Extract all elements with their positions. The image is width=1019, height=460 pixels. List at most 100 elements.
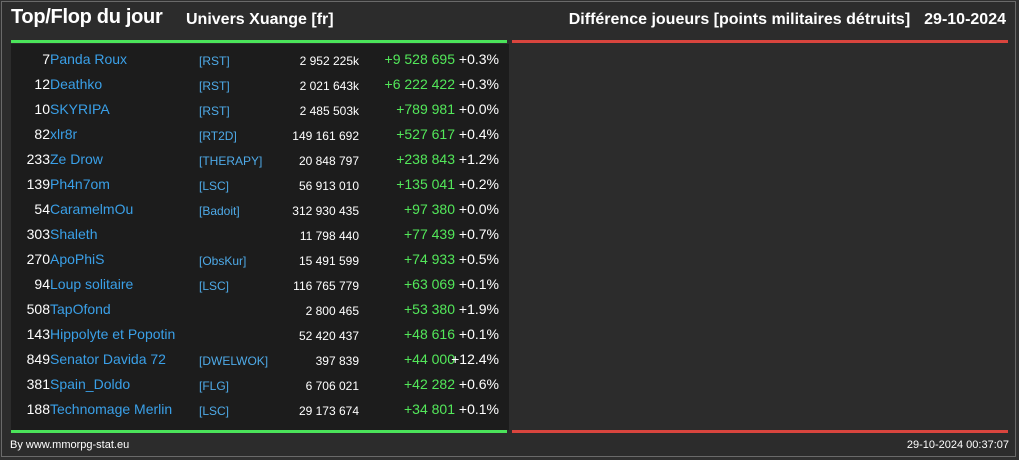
player-name-link[interactable]: xlr8r xyxy=(50,126,78,142)
alliance-tag-link[interactable]: [Badoit] xyxy=(199,204,240,218)
percent-change: +0.1% xyxy=(458,401,499,417)
percent-change: +0.5% xyxy=(458,251,499,267)
player-points: 52 420 437 xyxy=(298,329,359,343)
page-title: Top/Flop du jour xyxy=(11,6,163,28)
player-rank: 849 xyxy=(26,351,50,367)
player-name-link[interactable]: Ph4n7om xyxy=(50,176,110,192)
top-line-loss xyxy=(512,40,1008,43)
metric-header: Différence joueurs [points militaires dé… xyxy=(569,11,1006,29)
points-difference: +9 528 695 xyxy=(384,51,455,67)
table-row: 303 Shaleth 11 798 440 +77 439 +0.7% xyxy=(11,222,509,247)
alliance-tag-link[interactable]: [LSC] xyxy=(199,179,230,193)
player-name-link[interactable]: SKYRIPA xyxy=(50,101,110,117)
player-rank: 270 xyxy=(26,251,50,267)
player-points: 397 839 xyxy=(315,354,359,368)
percent-change: +0.1% xyxy=(458,276,499,292)
player-rank: 94 xyxy=(34,276,50,292)
table-row: 12 Deathko [RST] 2 021 643k +6 222 422 +0.3% xyxy=(11,72,509,97)
alliance-tag-link[interactable]: [DWELWOK] xyxy=(199,354,269,368)
table-row: 381 Spain_Doldo [FLG] 6 706 021 +42 282 +0.6% xyxy=(11,372,509,397)
top-line-gain xyxy=(11,40,507,43)
table-row: 849 Senator Davida 72 [DWELWOK] 397 839 +44 … xyxy=(11,347,509,372)
player-points: 2 800 465 xyxy=(305,304,359,318)
table-row: 82 xlr8r [RT2D] 149 161 692 +527 617 +0.4% xyxy=(11,122,509,147)
alliance-tag-link[interactable]: [THERAPY] xyxy=(199,154,263,168)
percent-change: +1.9% xyxy=(458,301,499,317)
player-points: 11 798 440 xyxy=(299,229,359,243)
player-points: 116 765 779 xyxy=(293,279,359,293)
points-difference: +74 933 xyxy=(404,251,455,267)
player-name-link[interactable]: Shaleth xyxy=(50,226,98,242)
player-name-link[interactable]: Deathko xyxy=(50,76,103,92)
percent-change: +0.7% xyxy=(458,226,499,242)
points-difference: +97 380 xyxy=(404,201,455,217)
top-losers-panel xyxy=(512,44,1008,430)
percent-change: +12.4% xyxy=(451,351,499,367)
alliance-tag-link[interactable]: [RST] xyxy=(199,79,230,93)
player-rank: 508 xyxy=(26,301,50,317)
points-difference: +44 000 xyxy=(404,351,455,367)
player-name-link[interactable]: TapOfond xyxy=(50,301,111,317)
alliance-tag-link[interactable]: [ObsKur] xyxy=(199,254,247,268)
table-row: 270 ApoPhiS [ObsKur] 15 491 599 +74 933 +0.5% xyxy=(11,247,509,272)
table-row: 54 CaramelmOu [Badoit] 312 930 435 +97 380 +0… xyxy=(11,197,509,222)
player-rank: 303 xyxy=(26,226,50,242)
table-row: 143 Hippolyte et Popotin 52 420 437 +48 616… xyxy=(11,322,509,347)
percent-change: +0.0% xyxy=(458,201,499,217)
player-points: 2 485 503k xyxy=(299,104,359,118)
player-points: 56 913 010 xyxy=(298,179,359,193)
player-rank: 82 xyxy=(34,126,50,142)
alliance-tag-link[interactable]: [LSC] xyxy=(199,279,230,293)
player-points: 312 930 435 xyxy=(292,204,359,218)
top-gainers-panel: 7 Panda Roux [RST] 2 952 225k +9 528 695 +0.3… xyxy=(11,44,509,430)
player-points: 149 161 692 xyxy=(292,129,359,143)
points-difference: +789 981 xyxy=(396,101,455,117)
table-row: 139 Ph4n7om [LSC] 56 913 010 +135 041 +0.2% xyxy=(11,172,509,197)
points-difference: +6 222 422 xyxy=(384,76,455,92)
player-points: 6 706 021 xyxy=(305,379,359,393)
table-row: 94 Loup solitaire [LSC] 116 765 779 +63 069 +… xyxy=(11,272,509,297)
player-points: 2 952 225k xyxy=(299,54,359,68)
player-rank: 139 xyxy=(26,176,50,192)
player-name-link[interactable]: ApoPhiS xyxy=(50,251,105,267)
player-name-link[interactable]: Technomage Merlin xyxy=(50,401,173,417)
alliance-tag-link[interactable]: [LSC] xyxy=(199,404,230,418)
bottom-line-loss xyxy=(512,430,1008,433)
percent-change: +0.0% xyxy=(458,101,499,117)
percent-change: +0.4% xyxy=(458,126,499,142)
percent-change: +0.6% xyxy=(458,376,499,392)
points-difference: +34 801 xyxy=(404,401,455,417)
bottom-line-gain xyxy=(11,430,507,433)
points-difference: +63 069 xyxy=(404,276,455,292)
source-link[interactable]: By www.mmorpg-stat.eu xyxy=(10,439,130,451)
player-rank: 10 xyxy=(34,101,50,117)
points-difference: +48 616 xyxy=(404,326,455,342)
player-points: 15 491 599 xyxy=(298,254,359,268)
points-difference: +42 282 xyxy=(404,376,455,392)
alliance-tag-link[interactable]: [RST] xyxy=(199,54,230,68)
player-rank: 233 xyxy=(26,151,50,167)
table-row: 10 SKYRIPA [RST] 2 485 503k +789 981 +0.0% xyxy=(11,97,509,122)
universe-label: Univers Xuange [fr] xyxy=(186,11,334,28)
player-rank: 143 xyxy=(26,326,50,342)
points-difference: +238 843 xyxy=(396,151,455,167)
player-name-link[interactable]: Hippolyte et Popotin xyxy=(50,326,176,342)
metric-label: Différence joueurs [points militaires dé… xyxy=(568,11,911,28)
percent-change: +0.2% xyxy=(458,176,499,192)
alliance-tag-link[interactable]: [FLG] xyxy=(199,379,230,393)
generated-timestamp: 29-10-2024 00:37:07 xyxy=(906,439,1009,451)
points-difference: +527 617 xyxy=(396,126,455,142)
player-rank: 188 xyxy=(26,401,50,417)
alliance-tag-link[interactable]: [RST] xyxy=(199,104,230,118)
header-date: 29-10-2024 xyxy=(924,11,1006,28)
player-name-link[interactable]: Panda Roux xyxy=(50,51,128,67)
points-difference: +77 439 xyxy=(404,226,455,242)
alliance-tag-link[interactable]: [RT2D] xyxy=(199,129,237,143)
player-name-link[interactable]: Ze Drow xyxy=(50,151,103,167)
player-name-link[interactable]: CaramelmOu xyxy=(50,201,134,217)
player-rank: 12 xyxy=(34,76,50,92)
player-name-link[interactable]: Senator Davida 72 xyxy=(50,351,166,367)
percent-change: +0.1% xyxy=(458,326,499,342)
player-name-link[interactable]: Loup solitaire xyxy=(50,276,134,292)
player-name-link[interactable]: Spain_Doldo xyxy=(50,376,131,392)
